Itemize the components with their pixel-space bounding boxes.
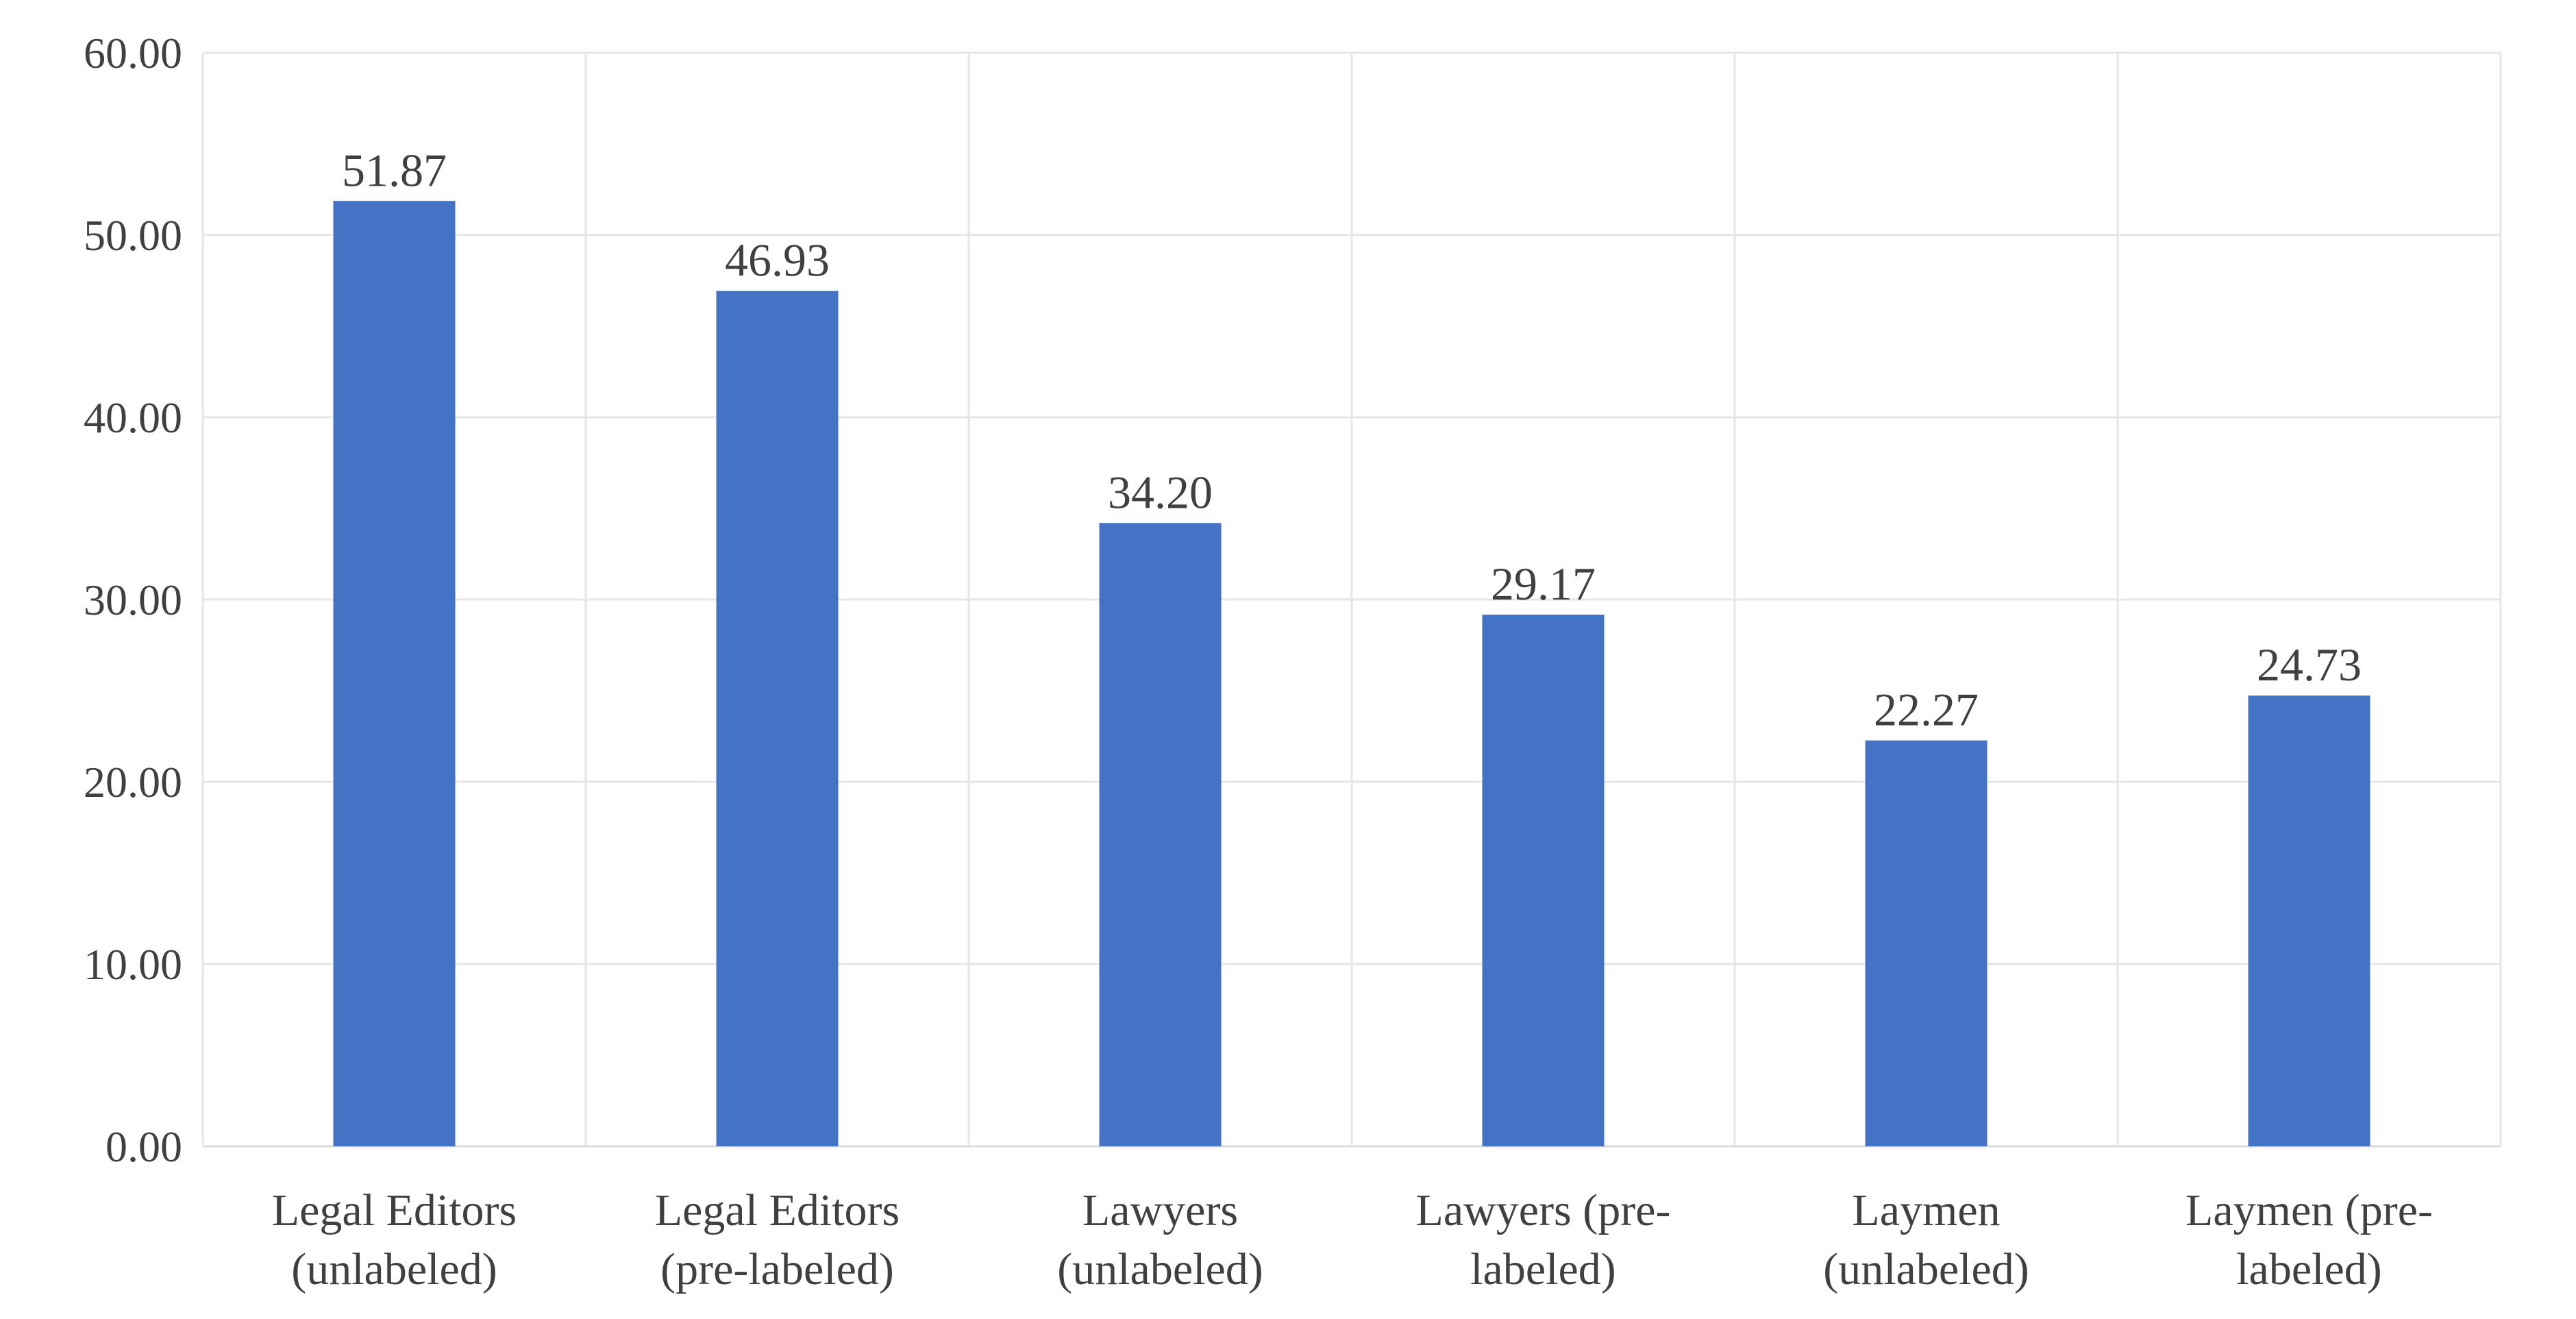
data-label: 51.87 (342, 144, 447, 196)
data-label: 22.27 (1874, 684, 1979, 736)
category-label: Lawyers (pre- (1416, 1185, 1671, 1235)
category-label: (pre-labeled) (660, 1244, 894, 1294)
category-label: (unlabeled) (1057, 1244, 1263, 1294)
y-tick-label: 60.00 (84, 29, 182, 77)
bar (333, 201, 456, 1146)
category-label: Laymen (pre- (2185, 1185, 2433, 1235)
bars (333, 201, 2370, 1146)
x-axis-categories: Legal Editors (unlabeled) Legal Editors (pr… (272, 1185, 2433, 1294)
category-label: Laymen (1852, 1185, 2000, 1235)
category-label: (unlabeled) (291, 1244, 497, 1294)
y-tick-label: 30.00 (84, 576, 182, 624)
data-label: 34.20 (1108, 466, 1213, 518)
bar (2248, 695, 2370, 1146)
bar (1865, 740, 1987, 1146)
y-tick-label: 40.00 (84, 393, 182, 442)
bar (1482, 615, 1605, 1146)
data-label: 46.93 (725, 234, 830, 286)
y-tick-label: 0.00 (106, 1122, 182, 1171)
bar (1099, 523, 1222, 1146)
y-tick-label: 10.00 (84, 940, 182, 989)
data-label: 24.73 (2257, 639, 2362, 691)
category-label: labeled) (2236, 1244, 2382, 1294)
category-label: Legal Editors (655, 1185, 900, 1235)
category-label: Lawyers (1082, 1185, 1238, 1235)
data-label: 29.17 (1491, 558, 1596, 610)
category-label: labeled) (1470, 1244, 1616, 1294)
category-label: Legal Editors (272, 1185, 517, 1235)
grid-lines (201, 51, 2502, 1148)
y-axis-ticks: 0.00 10.00 20.00 30.00 40.00 50.00 60.00 (84, 29, 182, 1171)
y-tick-label: 20.00 (84, 758, 182, 806)
y-tick-label: 50.00 (84, 211, 182, 260)
data-labels: 51.87 46.93 34.20 29.17 22.27 24.73 (342, 144, 2362, 735)
bar (716, 291, 839, 1146)
category-label: (unlabeled) (1823, 1244, 2029, 1294)
